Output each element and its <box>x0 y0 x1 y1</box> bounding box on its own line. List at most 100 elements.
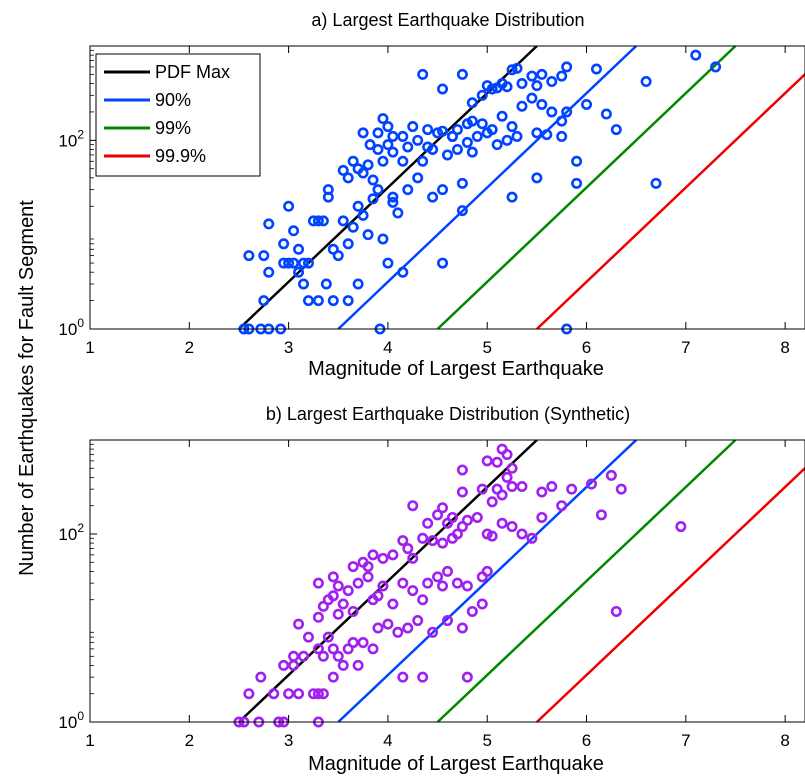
panel-a-point <box>288 225 300 237</box>
panel-b-point <box>437 580 449 592</box>
shared-ylabel: Number of Earthquakes for Fault Segment <box>16 200 38 576</box>
panel-b-ticks: 1 2 3 4 5 6 7 8 100 102 <box>58 440 790 750</box>
panel-b-point <box>397 535 409 547</box>
panel-b-point <box>441 565 453 577</box>
panel-a-xtick-label: 6 <box>582 338 591 357</box>
panel-b-point <box>432 509 444 521</box>
panel-a-point <box>496 110 508 122</box>
panel-b-ytick-label: 102 <box>58 521 84 544</box>
panel-a-point <box>506 64 518 76</box>
panel-a-point <box>362 159 374 171</box>
panel-a-point <box>456 68 468 80</box>
panel-b-point <box>456 622 468 634</box>
panel-a-point <box>382 139 394 151</box>
panel-b-point <box>298 650 310 662</box>
panel-a-point <box>417 68 429 80</box>
panel-a-point <box>511 62 523 74</box>
panel-a-point <box>571 155 583 167</box>
panel-b-point <box>268 688 280 700</box>
panel-a-point <box>412 172 424 184</box>
panel-a-point <box>427 143 439 155</box>
panel-a-point <box>581 98 593 110</box>
panel-b-point <box>382 618 394 630</box>
panel-a-point <box>293 266 305 278</box>
panel-b-line-99- <box>436 440 737 722</box>
panel-a-point <box>293 243 305 255</box>
panel-a-point <box>486 83 498 95</box>
legend-label-90: 90% <box>155 90 191 110</box>
panel-b-point <box>387 549 399 561</box>
panel-a-point <box>377 113 389 125</box>
panel-a-point <box>610 124 622 136</box>
panel-a-point <box>387 191 399 203</box>
panel-b-point <box>427 535 439 547</box>
panel-a-point <box>456 205 468 217</box>
panel-b-point <box>278 659 290 671</box>
panel-b-point <box>486 530 498 542</box>
panel-b-point <box>362 561 374 573</box>
panel-b-point <box>506 462 518 474</box>
panel-b-point <box>407 552 419 564</box>
panel-a-point <box>367 174 379 186</box>
panel-b-point <box>536 511 548 523</box>
panel-a-point <box>486 124 498 136</box>
panel-a-point <box>258 250 270 262</box>
panel-b-point <box>437 502 449 514</box>
panel-a-point <box>397 130 409 142</box>
panel-a-xtick-label: 8 <box>780 338 789 357</box>
panel-b-point <box>397 671 409 683</box>
panel-a-point <box>471 130 483 142</box>
panel-a-point <box>382 257 394 269</box>
panel-a-point <box>377 233 389 245</box>
panel-b-line-90- <box>337 440 638 722</box>
panel-a-point <box>476 118 488 130</box>
panel-b-point <box>536 486 548 498</box>
panel-a-point <box>571 177 583 189</box>
panel-b-point <box>352 577 364 589</box>
panel-a-point <box>590 63 602 75</box>
panel-b-point <box>516 481 528 493</box>
panel-b-point <box>491 456 503 468</box>
panel-a-point <box>382 121 394 133</box>
panel-b-point <box>585 478 597 490</box>
panel-a-point <box>437 83 449 95</box>
panel-a-point <box>516 100 528 112</box>
panel-b-line-pdf-max <box>238 440 538 722</box>
panel-a-point <box>516 78 528 90</box>
panel-b-point <box>615 483 627 495</box>
panel-b-point <box>427 626 439 638</box>
panel-b-point <box>451 528 463 540</box>
panel-b-point <box>481 565 493 577</box>
panel-a-ticks: 1 2 3 4 5 6 7 8 100 102 <box>58 46 790 357</box>
panel-b-point <box>337 659 349 671</box>
panel-a-point <box>357 167 369 179</box>
panel-b-point <box>422 517 434 529</box>
panel-b-point <box>506 521 518 533</box>
panel-b-point <box>337 598 349 610</box>
panel-a-ytick-label: 102 <box>58 127 84 150</box>
panel-a-xtick-label: 5 <box>482 338 491 357</box>
panel-b-point <box>556 500 568 512</box>
panel-a-point <box>437 257 449 269</box>
panel-a-point <box>283 257 295 269</box>
panel-a-point <box>258 295 270 307</box>
panel-b-point <box>347 605 359 617</box>
panel-a-point <box>362 229 374 241</box>
panel-b-point <box>446 511 458 523</box>
panel-a-point <box>536 98 548 110</box>
panel-a-point <box>710 61 722 73</box>
panel-a-point <box>536 68 548 80</box>
panel-a-point <box>312 295 324 307</box>
panel-b-point <box>347 561 359 573</box>
panel-a-point <box>302 257 314 269</box>
panel-a-point <box>451 124 463 136</box>
panel-a-point <box>397 155 409 167</box>
panel-a-point <box>531 80 543 92</box>
panel-a-point <box>506 191 518 203</box>
panel-b-point <box>402 622 414 634</box>
panel-b-point <box>461 580 473 592</box>
panel-a-point <box>511 130 523 142</box>
panel-b-point <box>312 643 324 655</box>
panel-b-point <box>367 643 379 655</box>
